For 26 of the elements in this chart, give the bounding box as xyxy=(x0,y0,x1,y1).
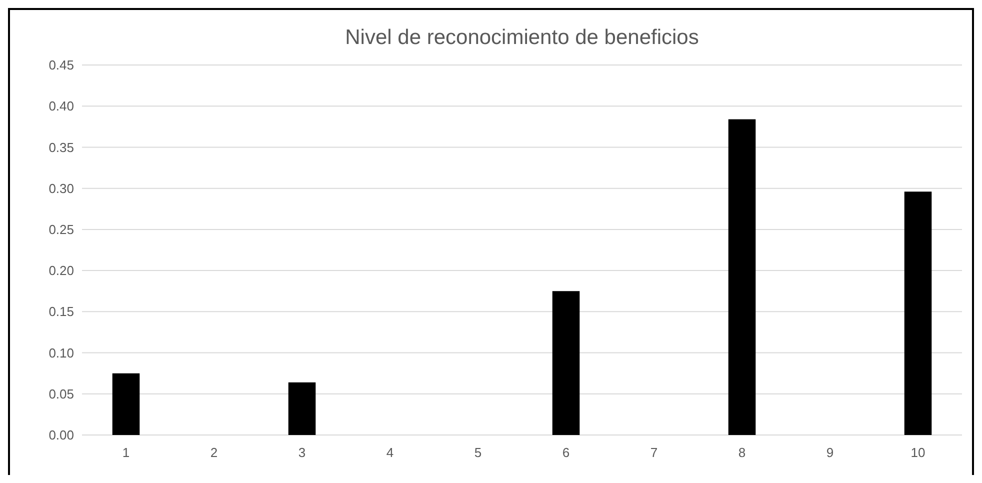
x-tick-label: 3 xyxy=(298,445,306,460)
x-tick-label: 1 xyxy=(122,445,130,460)
y-tick-label: 0.45 xyxy=(48,58,74,73)
bar xyxy=(112,373,140,435)
chart-title: Nivel de reconocimiento de beneficios xyxy=(345,26,699,49)
x-tick-label: 5 xyxy=(474,445,482,460)
y-tick-label: 0.20 xyxy=(48,263,74,278)
y-tick-label: 0.00 xyxy=(48,428,74,443)
bar xyxy=(728,119,756,435)
y-tick-label: 0.30 xyxy=(48,180,74,196)
x-tick-label: 9 xyxy=(826,445,834,460)
y-tick-label: 0.05 xyxy=(48,386,74,402)
x-tick-label: 10 xyxy=(910,445,926,460)
y-tick-label: 0.10 xyxy=(48,345,74,360)
y-tick-label: 0.25 xyxy=(48,222,74,237)
y-tick-label: 0.35 xyxy=(48,140,74,155)
bar xyxy=(288,382,316,435)
x-tick-label: 7 xyxy=(650,445,658,460)
y-tick-label: 0.15 xyxy=(48,304,74,320)
x-tick-label: 2 xyxy=(210,445,218,460)
bar xyxy=(904,192,932,435)
x-tick-label: 4 xyxy=(386,445,394,460)
x-tick-label: 8 xyxy=(738,445,746,460)
bar xyxy=(552,291,580,435)
x-tick-label: 6 xyxy=(562,445,570,460)
y-tick-label: 0.40 xyxy=(48,98,74,114)
